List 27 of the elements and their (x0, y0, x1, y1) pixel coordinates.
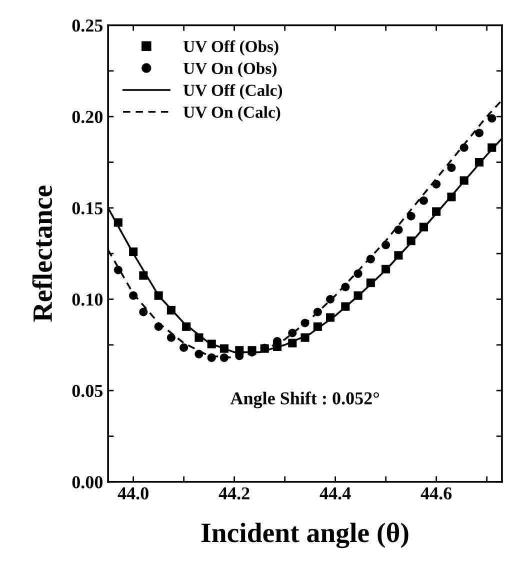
x-tick-label: 44.4 (320, 487, 351, 500)
x-tick-label: 44.6 (420, 487, 452, 500)
annotation: Angle Shift : 0.052° (230, 392, 379, 408)
y-axis-title: Reflectance (32, 186, 52, 322)
y-tick-label: 0.05 (72, 384, 103, 398)
y-tick-label: 0.25 (72, 20, 103, 32)
point (447, 163, 456, 172)
point (139, 308, 148, 316)
legend-label: UV Off (Calc) (183, 84, 282, 100)
point (406, 212, 416, 220)
x-tick-label: 44.2 (218, 487, 250, 500)
y-tick-label: 0.10 (72, 293, 103, 306)
y-tick-label: 0.15 (72, 202, 103, 214)
y-tick-label: 0.20 (72, 110, 103, 124)
legend-label: UV On (Calc) (183, 106, 280, 122)
point (166, 333, 176, 342)
point (474, 128, 484, 138)
point (488, 114, 496, 123)
point (114, 266, 122, 274)
point (180, 343, 188, 352)
point (419, 196, 428, 205)
y-tick-label: 0.00 (72, 476, 103, 488)
x-axis-title: Incident angle (θ) (201, 522, 408, 548)
point (394, 226, 403, 234)
legend-label: UV Off (Obs) (183, 40, 278, 56)
legend-label: UV On (Obs) (183, 62, 277, 78)
x-tick-label: 44.0 (118, 487, 148, 500)
